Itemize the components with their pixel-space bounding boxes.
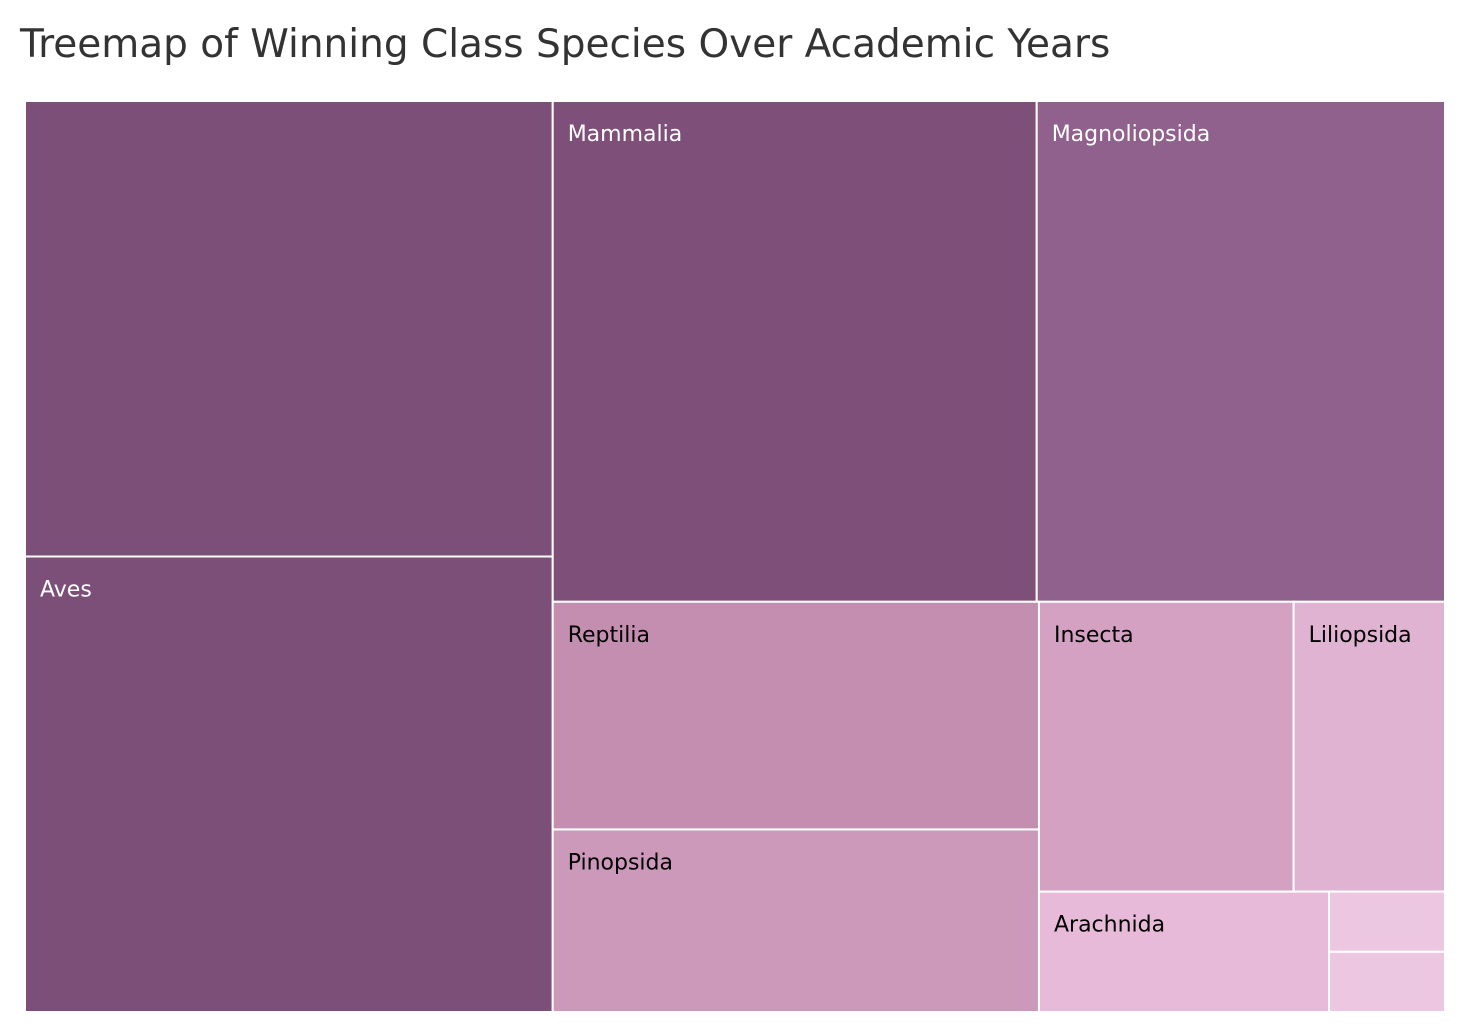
tile-unlabeled-9[interactable]	[1327, 890, 1447, 953]
tile-pinopsida[interactable]	[551, 828, 1040, 1013]
tile-unlabeled-0[interactable]	[24, 100, 554, 558]
tile-label-aves: Aves	[40, 578, 92, 603]
tile-label-pinopsida: Pinopsida	[568, 850, 673, 875]
tile-label-mammalia: Mammalia	[568, 122, 683, 147]
tile-label-reptilia: Reptilia	[568, 623, 650, 648]
tile-label-arachnida: Arachnida	[1054, 913, 1165, 938]
tile-magnoliopsida[interactable]	[1035, 100, 1447, 603]
tile-reptilia[interactable]	[551, 600, 1040, 831]
tile-label-magnoliopsida: Magnoliopsida	[1052, 122, 1211, 147]
tile-label-insecta: Insecta	[1054, 623, 1134, 648]
chart-title: Treemap of Winning Class Species Over Ac…	[20, 22, 1111, 67]
tile-label-liliopsida: Liliopsida	[1309, 623, 1412, 648]
tile-insecta[interactable]	[1037, 600, 1295, 893]
tile-mammalia[interactable]	[551, 100, 1038, 603]
tile-aves[interactable]	[24, 555, 554, 1013]
tile-unlabeled-10[interactable]	[1327, 950, 1447, 1014]
tile-arachnida[interactable]	[1037, 890, 1330, 1014]
tile-liliopsida[interactable]	[1292, 600, 1447, 893]
